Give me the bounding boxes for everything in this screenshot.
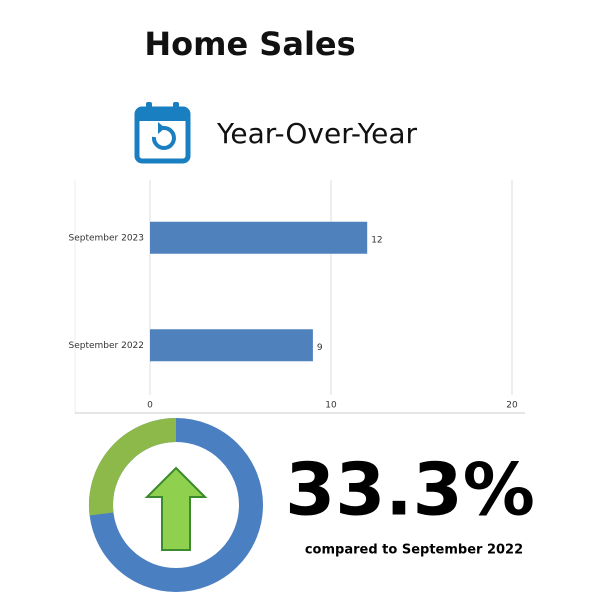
bar: [150, 221, 368, 254]
subtitle: Year-Over-Year: [216, 117, 417, 150]
bar: [150, 329, 313, 362]
stat-caption: compared to September 2022: [305, 543, 523, 558]
x-tick-label: 0: [147, 401, 153, 411]
y-tick-label: September 2023: [68, 233, 144, 243]
value-label: 12: [371, 235, 382, 245]
calendar-icon: [134, 102, 191, 164]
x-tick-label: 20: [506, 401, 518, 411]
y-tick-label: September 2022: [68, 341, 144, 351]
value-label: 9: [317, 343, 323, 353]
stat-value: 33.3%: [285, 448, 535, 532]
title: Home Sales: [144, 25, 355, 63]
x-tick-label: 10: [325, 401, 337, 411]
donut: [88, 418, 263, 592]
